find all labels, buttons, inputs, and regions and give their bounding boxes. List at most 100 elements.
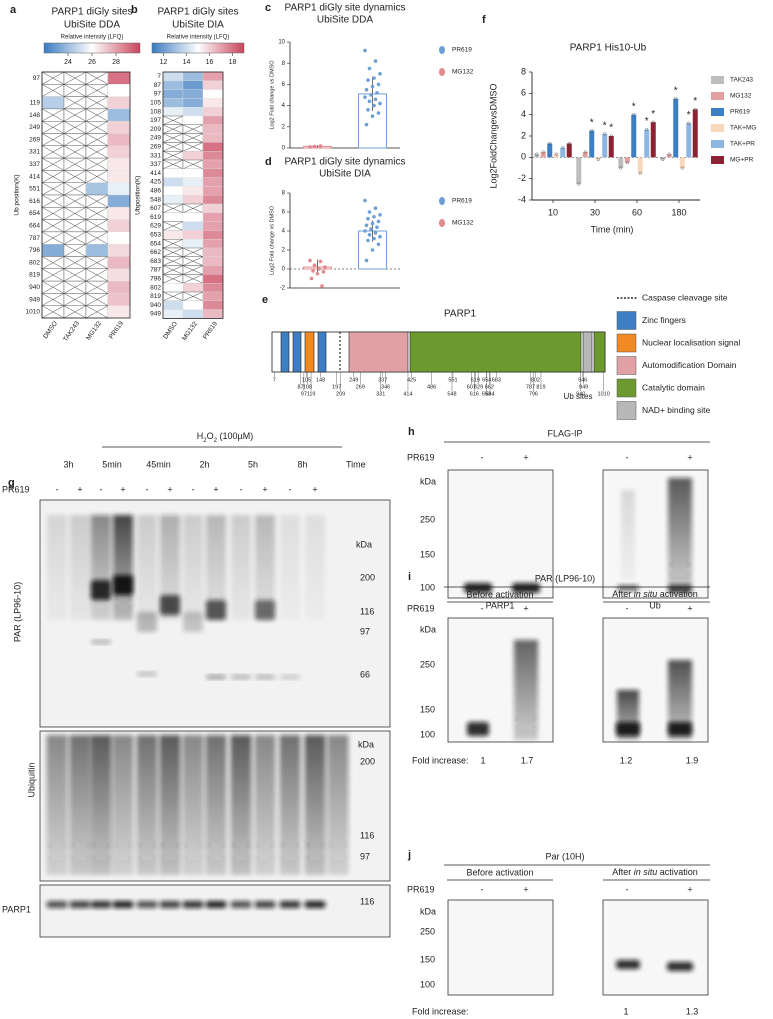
panel-title: PARP1 diGly sites bbox=[158, 7, 239, 18]
heat-cell bbox=[162, 107, 184, 117]
ub-site-label: 819 bbox=[536, 384, 545, 390]
data-point bbox=[590, 129, 594, 133]
cell-cross bbox=[63, 96, 87, 110]
mw-marker: 150 bbox=[420, 954, 435, 964]
heat-cell bbox=[202, 115, 224, 125]
ub-site-label: 87 bbox=[298, 384, 304, 390]
data-point bbox=[364, 122, 369, 127]
minus-sign: - bbox=[626, 603, 629, 613]
ub-site-label: 664 bbox=[485, 391, 494, 397]
heat-cell bbox=[202, 265, 224, 275]
blot-band bbox=[255, 675, 275, 679]
significance-marker: * bbox=[687, 110, 691, 121]
heat-cell bbox=[107, 256, 131, 269]
cell-cross bbox=[162, 291, 184, 302]
row-label: 486 bbox=[150, 188, 161, 195]
data-point bbox=[369, 93, 373, 97]
cell-cross bbox=[162, 142, 184, 152]
blot-frame bbox=[447, 899, 554, 996]
data-point bbox=[376, 242, 381, 247]
cell-cross bbox=[41, 108, 65, 122]
heat-cell bbox=[202, 133, 224, 143]
data-point bbox=[311, 269, 315, 273]
text-part: activation bbox=[657, 867, 698, 877]
cell-cross bbox=[63, 305, 87, 319]
data-point bbox=[367, 210, 372, 214]
lane-label: Ub bbox=[649, 600, 661, 610]
row-label: 819 bbox=[150, 293, 161, 300]
legend-label: MG+PR bbox=[730, 157, 754, 164]
ub-site-label: 414 bbox=[403, 391, 412, 397]
heat-cell bbox=[202, 274, 224, 284]
cell-cross bbox=[63, 194, 87, 208]
plus-sign: + bbox=[687, 884, 692, 894]
ub-sites-title: Ub sites bbox=[564, 392, 593, 401]
colorbar bbox=[151, 42, 245, 54]
plus-sign: + bbox=[77, 484, 82, 494]
y-tick-label: 2 bbox=[521, 130, 526, 140]
time-label: 3h bbox=[63, 459, 73, 469]
cell-cross bbox=[41, 280, 65, 294]
panel-title: UbiSite DIA bbox=[319, 169, 371, 180]
ub-site-label: 607 bbox=[467, 384, 476, 390]
row-label: 337 bbox=[150, 161, 161, 168]
cell-cross bbox=[162, 256, 184, 266]
data-point bbox=[561, 146, 565, 150]
row-label: 119 bbox=[30, 99, 41, 106]
time-label: 2h bbox=[199, 459, 209, 469]
row-label: 619 bbox=[150, 214, 161, 221]
bar bbox=[673, 98, 679, 158]
data-point bbox=[687, 121, 691, 125]
ub-site-label: 796 bbox=[529, 391, 538, 397]
colorbar bbox=[43, 42, 141, 54]
heat-cell bbox=[107, 157, 131, 171]
cell-cross bbox=[41, 84, 65, 97]
blot-smear bbox=[137, 515, 157, 620]
heat-cell bbox=[162, 283, 184, 293]
mw-marker: 66 bbox=[360, 669, 370, 679]
blot-band bbox=[137, 672, 157, 676]
heat-cell bbox=[162, 186, 184, 196]
blot-band bbox=[617, 585, 639, 591]
minus-sign: - bbox=[240, 484, 243, 494]
mw-marker: 100 bbox=[420, 979, 435, 989]
bar bbox=[686, 123, 692, 158]
column-label: MG132 bbox=[181, 320, 199, 342]
heat-cell bbox=[182, 151, 204, 161]
data-point bbox=[317, 267, 321, 271]
data-point bbox=[535, 152, 539, 156]
axis-title: Log2 Fold change vs DMSO bbox=[269, 205, 275, 275]
data-point bbox=[370, 84, 375, 89]
blot-smear bbox=[113, 515, 133, 620]
bar bbox=[560, 147, 566, 158]
row-label: 819 bbox=[29, 272, 40, 279]
treatment-label: H2O2 (100µM) bbox=[197, 431, 253, 443]
minus-sign: - bbox=[56, 484, 59, 494]
plus-sign: + bbox=[312, 484, 317, 494]
data-point bbox=[693, 107, 697, 111]
row-label: 654 bbox=[29, 210, 40, 217]
mw-marker: 97 bbox=[360, 626, 370, 636]
group-label: After in situ activation bbox=[612, 589, 698, 599]
cell-cross bbox=[85, 157, 109, 171]
data-point bbox=[373, 59, 378, 63]
bar bbox=[602, 133, 608, 158]
panel-label: b bbox=[131, 4, 138, 16]
legend-swatch bbox=[711, 140, 724, 148]
cell-cross bbox=[85, 170, 109, 183]
heat-cell bbox=[162, 230, 184, 240]
panel-title: FLAG-IP bbox=[547, 428, 582, 438]
blot-band bbox=[205, 901, 227, 908]
legend-swatch bbox=[711, 92, 724, 100]
data-point bbox=[373, 231, 378, 235]
row-label: 425 bbox=[150, 179, 161, 186]
data-point bbox=[372, 214, 376, 219]
mw-marker: 250 bbox=[420, 926, 435, 936]
cell-cross bbox=[41, 145, 65, 159]
legend-swatch bbox=[439, 46, 445, 54]
column-label: DMSO bbox=[42, 320, 59, 340]
cell-cross bbox=[182, 133, 204, 143]
significance-marker: * bbox=[645, 116, 649, 127]
row-label: 653 bbox=[150, 232, 161, 239]
blot-band bbox=[137, 612, 157, 632]
